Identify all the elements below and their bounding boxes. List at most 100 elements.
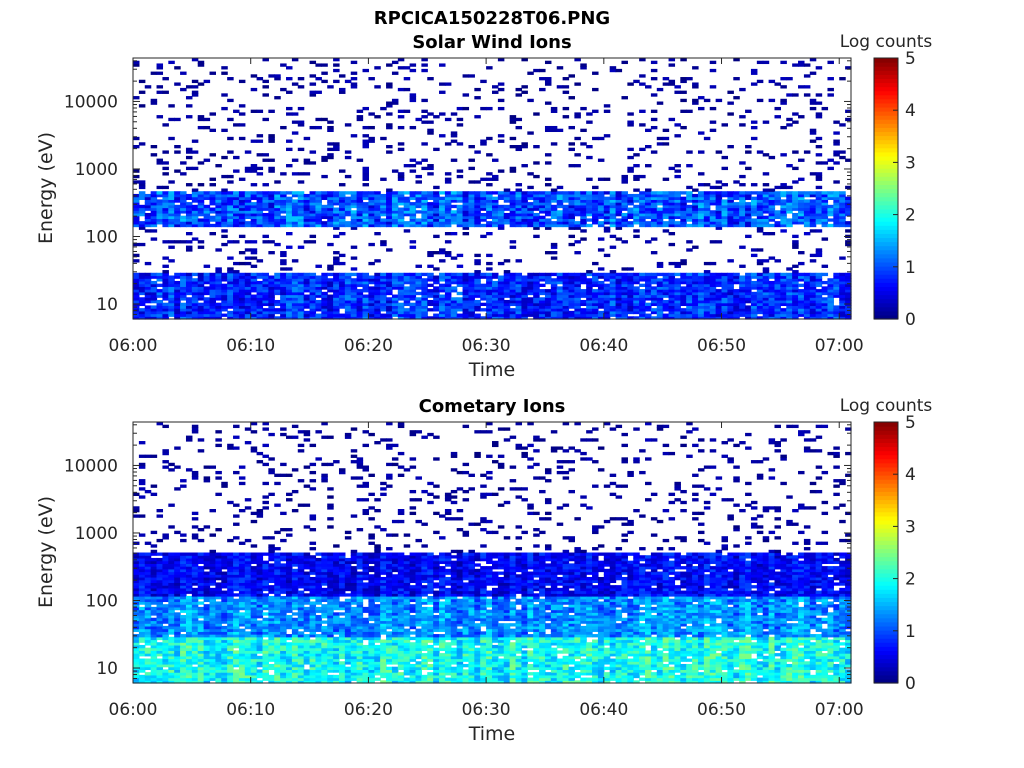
- heatmap-cell: [562, 291, 570, 296]
- heatmap-cell: [374, 283, 381, 287]
- heatmap-cell: [780, 278, 787, 282]
- heatmap-cell: [286, 305, 293, 309]
- heatmap-cell: [380, 289, 387, 293]
- heatmap-cell: [197, 313, 205, 317]
- heatmap-cell: [615, 291, 623, 296]
- heatmap-cell: [486, 289, 493, 293]
- heatmap-cell: [350, 280, 358, 285]
- heatmap-cell: [609, 305, 617, 309]
- heatmap-cell: [209, 153, 216, 157]
- heatmap-cell: [609, 299, 617, 304]
- heatmap-cell: [556, 191, 564, 195]
- heatmap-cell: [845, 207, 852, 211]
- heatmap-cell: [509, 299, 517, 304]
- heatmap-cell: [509, 240, 517, 244]
- colorbar-segment: [874, 249, 898, 255]
- heatmap-cell: [427, 120, 434, 124]
- heatmap-cell: [380, 218, 387, 222]
- heatmap-cell: [662, 212, 670, 217]
- heatmap-cell: [544, 275, 552, 279]
- heatmap-cell: [450, 210, 458, 214]
- heatmap-cell: [733, 196, 740, 200]
- heatmap-cell: [809, 291, 817, 296]
- heatmap-cell: [180, 533, 187, 537]
- heatmap-cell: [268, 289, 275, 293]
- heatmap-cell: [250, 297, 258, 301]
- heatmap-cell: [180, 606, 187, 611]
- heatmap-cell: [156, 294, 164, 298]
- heatmap-cell: [350, 60, 358, 65]
- heatmap-cell: [215, 164, 222, 168]
- heatmap-cell: [821, 286, 829, 290]
- heatmap-cell: [280, 193, 287, 198]
- heatmap-cell: [315, 275, 322, 279]
- heatmap-cell: [509, 169, 517, 173]
- colorbar-segment: [874, 302, 898, 308]
- heatmap-cell: [609, 280, 617, 285]
- heatmap-cell: [739, 275, 746, 279]
- heatmap-cell: [468, 166, 475, 171]
- heatmap-cell: [386, 212, 393, 217]
- heatmap-cell: [409, 221, 417, 225]
- panel-cometary: Cometary Ions 06:00 06:10 06:20 06:30 06:40 0…: [35, 396, 932, 745]
- heatmap-cell: [156, 650, 164, 654]
- heatmap-cell: [721, 316, 729, 320]
- heatmap-cell: [150, 609, 158, 613]
- heatmap-cell: [768, 207, 776, 211]
- heatmap-cell: [150, 639, 158, 643]
- panel1-heatmap: [133, 58, 852, 320]
- heatmap-cell: [138, 191, 146, 195]
- heatmap-cell: [709, 218, 717, 222]
- heatmap-cell: [792, 294, 799, 298]
- heatmap-cell: [221, 229, 228, 233]
- heatmap-cell: [162, 294, 169, 298]
- heatmap-cell: [597, 302, 605, 307]
- colorbar-segment: [874, 168, 898, 173]
- heatmap-cell: [315, 204, 322, 209]
- heatmap-cell: [303, 275, 311, 279]
- heatmap-cell: [415, 193, 422, 198]
- heatmap-cell: [833, 305, 840, 309]
- colorbar-segment: [874, 241, 898, 247]
- heatmap-cell: [256, 191, 264, 195]
- heatmap-cell: [592, 275, 599, 279]
- heatmap-cell: [639, 196, 646, 200]
- heatmap-cell: [168, 658, 175, 662]
- heatmap-cell: [386, 223, 393, 228]
- heatmap-cell: [792, 245, 799, 249]
- heatmap-cell: [692, 66, 699, 70]
- heatmap-cell: [645, 199, 652, 203]
- heatmap-cell: [233, 313, 240, 317]
- heatmap-cell: [168, 653, 175, 657]
- heatmap-cell: [780, 202, 787, 206]
- heatmap-cell: [574, 286, 581, 290]
- heatmap-cell: [574, 210, 581, 214]
- heatmap-cell: [350, 316, 358, 320]
- heatmap-cell: [474, 115, 481, 119]
- heatmap-cell: [633, 272, 640, 277]
- heatmap-cell: [721, 305, 729, 309]
- heatmap-cell: [221, 188, 228, 192]
- heatmap-cell: [238, 310, 246, 315]
- heatmap-cell: [168, 210, 175, 214]
- heatmap-cell: [133, 215, 140, 220]
- heatmap-cell: [174, 446, 181, 450]
- heatmap-cell: [786, 310, 793, 315]
- heatmap-cell: [492, 289, 499, 293]
- heatmap-cell: [621, 316, 628, 320]
- heatmap-cell: [721, 310, 729, 315]
- heatmap-cell: [597, 267, 605, 271]
- heatmap-cell: [315, 278, 322, 282]
- heatmap-cell: [427, 221, 434, 225]
- heatmap-cell: [780, 223, 787, 228]
- heatmap-cell: [227, 180, 234, 184]
- heatmap-cell: [168, 631, 175, 635]
- heatmap-cell: [480, 316, 487, 320]
- heatmap-cell: [521, 221, 528, 225]
- heatmap-cell: [309, 196, 317, 200]
- heatmap-cell: [439, 302, 446, 307]
- heatmap-cell: [233, 240, 240, 244]
- heatmap-cell: [268, 207, 275, 211]
- heatmap-cell: [756, 215, 764, 220]
- heatmap-cell: [509, 199, 517, 203]
